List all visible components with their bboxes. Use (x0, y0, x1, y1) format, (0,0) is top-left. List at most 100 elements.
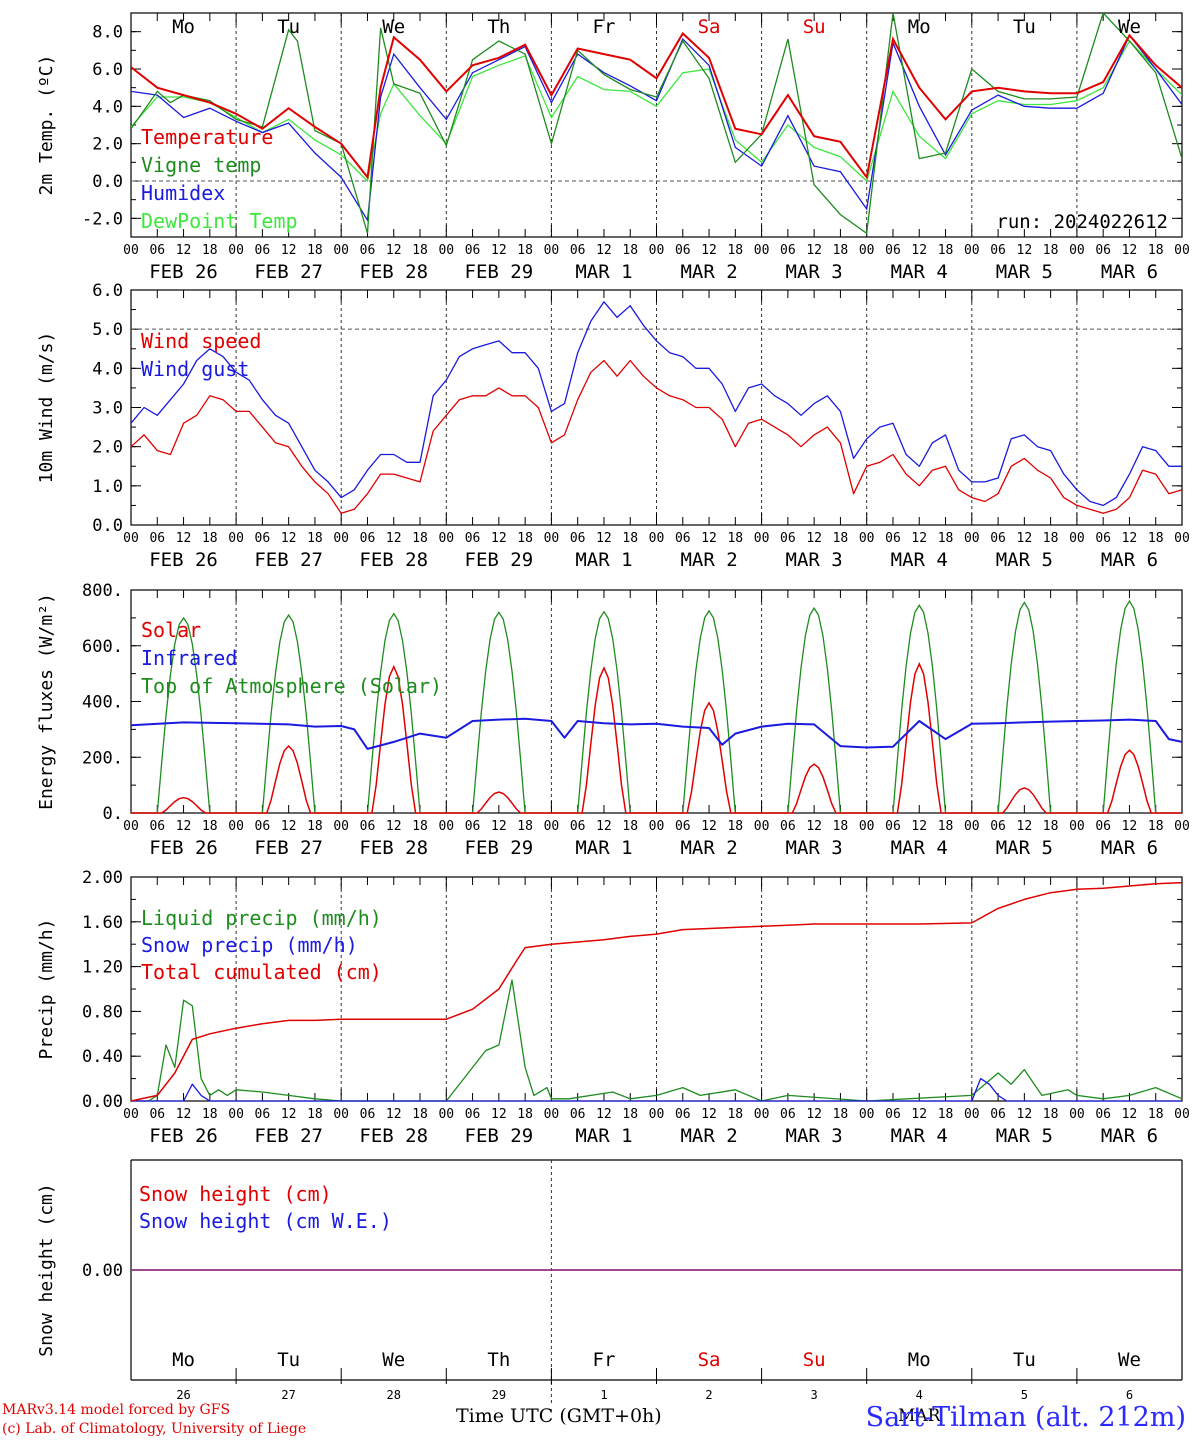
date-label: FEB 27 (254, 837, 323, 859)
hour-tick-label: 06 (1095, 243, 1111, 258)
legend-entry-1-3: DewPoint Temp (141, 209, 298, 233)
hour-tick-label: 00 (544, 819, 560, 834)
hour-tick-label: 06 (990, 819, 1006, 834)
hour-tick-label: 18 (833, 1107, 849, 1122)
date-label: FEB 27 (254, 1125, 323, 1147)
y-tick-label: 0.00 (82, 1092, 123, 1112)
y-tick-label: 0.0 (92, 172, 123, 192)
date-label: MAR 3 (786, 837, 843, 859)
hour-tick-label: 00 (649, 243, 665, 258)
y-axis-label-4: Precip (mm/h) (36, 919, 57, 1060)
hour-tick-label: 12 (491, 1107, 507, 1122)
hour-tick-label: 00 (544, 531, 560, 546)
hour-tick-label: 00 (544, 243, 560, 258)
series-line-solar-day-1 (236, 745, 342, 814)
weekday-label: Tu (1013, 16, 1036, 38)
hour-tick-label: 06 (990, 1107, 1006, 1122)
weekday-label: We (1118, 16, 1141, 38)
weekday-label: Mo (908, 1349, 931, 1371)
hour-tick-label: 00 (964, 531, 980, 546)
hour-tick-label: 12 (281, 243, 297, 258)
series-line-toa-solar-day-8 (971, 601, 1077, 814)
weekday-label: We (1118, 1349, 1141, 1371)
date-label: MAR 4 (891, 261, 948, 283)
series-line-solar-day-4 (551, 666, 657, 814)
weekday-label: We (382, 1349, 405, 1371)
date-label: MAR 1 (575, 549, 632, 571)
series-line-solar-day-9 (1076, 749, 1182, 814)
hour-tick-label: 18 (307, 531, 323, 546)
hour-tick-label: 06 (360, 243, 376, 258)
legend-entry-1-0: Temperature (141, 125, 273, 149)
hour-tick-label: 06 (465, 243, 481, 258)
y-tick-label: 6.0 (92, 60, 123, 80)
hour-tick-label: 00 (1174, 243, 1190, 258)
date-label: FEB 27 (254, 549, 323, 571)
hour-tick-label: 00 (649, 531, 665, 546)
hour-tick-label: 00 (438, 819, 454, 834)
hour-tick-label: 12 (806, 243, 822, 258)
hour-tick-label: 12 (386, 1107, 402, 1122)
hour-tick-label: 18 (938, 819, 954, 834)
hour-tick-label: 00 (228, 243, 244, 258)
hour-tick-label: 06 (570, 1107, 586, 1122)
series-line-toa-solar-day-9 (1076, 599, 1182, 814)
y-axis-label-2: 10m Wind (m/s) (36, 332, 57, 484)
hour-tick-label: 18 (1148, 531, 1164, 546)
y-tick-label: 0.80 (82, 1002, 123, 1022)
hour-tick-label: 00 (123, 243, 139, 258)
hour-tick-label: 06 (360, 1107, 376, 1122)
date-label: MAR 6 (1101, 261, 1158, 283)
y-tick-label: 0.40 (82, 1047, 123, 1067)
hour-tick-label: 18 (307, 1107, 323, 1122)
hour-tick-label: 06 (885, 819, 901, 834)
day-number-label: 27 (281, 1388, 295, 1402)
hour-tick-label: 00 (1174, 819, 1190, 834)
weekday-label: Mo (172, 16, 195, 38)
hour-tick-label: 12 (1122, 243, 1138, 258)
series-line-infrared (130, 717, 1183, 750)
hour-tick-label: 06 (149, 819, 165, 834)
series-line-dewpoint-temp (131, 39, 1182, 183)
hour-tick-label: 00 (228, 531, 244, 546)
date-label: FEB 29 (465, 261, 534, 283)
date-label: MAR 5 (996, 1125, 1053, 1147)
day-number-label: 29 (492, 1388, 506, 1402)
hour-tick-label: 00 (1174, 531, 1190, 546)
hour-tick-label: 06 (1095, 531, 1111, 546)
series-line-toa-solar-day-3 (446, 611, 552, 814)
date-label: MAR 1 (575, 261, 632, 283)
hour-tick-label: 18 (622, 1107, 638, 1122)
hour-tick-label: 18 (938, 1107, 954, 1122)
hour-tick-label: 00 (964, 819, 980, 834)
series-line-toa-solar-day-2 (341, 612, 447, 814)
hour-tick-label: 18 (727, 819, 743, 834)
hour-tick-label: 18 (727, 1107, 743, 1122)
date-label: FEB 29 (465, 1125, 534, 1147)
date-label: FEB 28 (359, 837, 428, 859)
day-number-label: 3 (811, 1388, 818, 1402)
hour-tick-label: 12 (281, 1107, 297, 1122)
hour-tick-label: 12 (596, 243, 612, 258)
lab-credit: (c) Lab. of Climatology, University of L… (2, 1421, 307, 1437)
hour-tick-label: 00 (754, 531, 770, 546)
y-tick-label: 4.0 (92, 359, 123, 379)
weekday-label: We (382, 16, 405, 38)
hour-tick-label: 06 (675, 243, 691, 258)
hour-tick-label: 12 (596, 819, 612, 834)
legend-entry-3-1: Infrared (141, 646, 237, 670)
hour-tick-label: 18 (517, 819, 533, 834)
hour-tick-label: 12 (806, 1107, 822, 1122)
hour-tick-label: 06 (1095, 819, 1111, 834)
series-line-toa-solar-day-4 (551, 610, 657, 814)
y-tick-label: 800. (82, 581, 123, 601)
hour-tick-label: 18 (307, 819, 323, 834)
date-label: MAR 1 (575, 837, 632, 859)
hour-tick-label: 12 (1017, 531, 1033, 546)
hour-tick-label: 06 (780, 819, 796, 834)
hour-tick-label: 00 (649, 819, 665, 834)
hour-tick-label: 18 (412, 1107, 428, 1122)
series-line-liquid-precip (131, 979, 1183, 1102)
hour-tick-label: 06 (990, 243, 1006, 258)
series-line-total-cumulated (130, 881, 1183, 1102)
